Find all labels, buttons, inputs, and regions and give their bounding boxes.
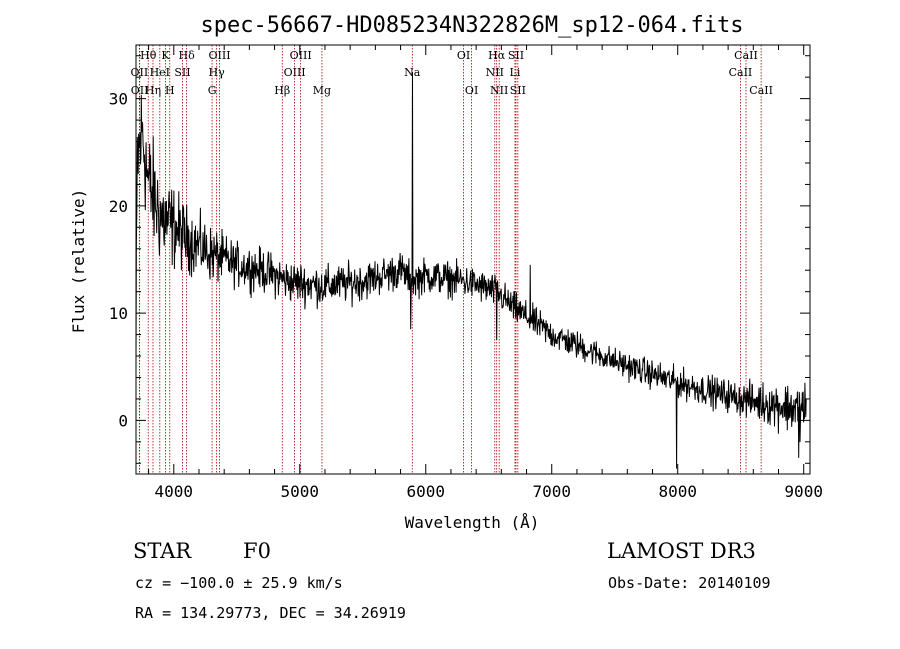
line-label: Hη: [145, 84, 161, 97]
line-label: OI: [465, 84, 478, 97]
x-tick-label: 7000: [532, 482, 571, 501]
y-axis-label: Flux (relative): [69, 189, 88, 334]
x-axis-label: Wavelength (Å): [405, 513, 540, 532]
object-class: STAR: [133, 539, 192, 563]
line-label: Li: [510, 66, 521, 79]
line-label: CaII: [749, 84, 773, 97]
line-label: Mg: [313, 84, 331, 97]
line-label: CaII: [729, 66, 753, 79]
line-label: SII: [510, 84, 526, 97]
x-tick-label: 4000: [155, 482, 194, 501]
line-label: OIII: [208, 49, 230, 62]
x-tick-label: 8000: [658, 482, 697, 501]
line-label: Hγ: [209, 66, 226, 79]
chart-title: spec-56667-HD085234N322826M_sp12-064.fit…: [200, 13, 743, 38]
y-tick-label: 10: [109, 304, 128, 323]
coordinates: RA = 134.29773, DEC = 34.26919: [135, 604, 406, 622]
y-axis: 0 10 20 30: [109, 55, 810, 464]
x-tick-label: 9000: [784, 482, 823, 501]
line-label: OIII: [290, 49, 312, 62]
line-label: SII: [174, 66, 190, 79]
line-label: SII: [508, 49, 524, 62]
line-label: K: [161, 49, 170, 62]
plot-frame: [135, 44, 811, 475]
x-axis: 4000 5000 6000 7000 8000 9000: [148, 45, 823, 501]
x-tick-label: 5000: [281, 482, 320, 501]
spectrum-line: [135, 71, 807, 469]
line-label: NII: [486, 66, 504, 79]
survey-name: LAMOST DR3: [607, 539, 756, 563]
redshift-velocity: cz = −100.0 ± 25.9 km/s: [135, 574, 343, 592]
line-label: OI: [457, 49, 470, 62]
line-label: OIII: [284, 66, 306, 79]
line-label: Hβ: [274, 84, 290, 97]
y-tick-label: 0: [118, 411, 128, 430]
line-label: G: [208, 84, 217, 97]
object-subclass: F0: [243, 539, 271, 563]
line-label: CaII: [734, 49, 758, 62]
line-label: Hθ: [140, 49, 157, 62]
y-tick-label: 20: [109, 197, 128, 216]
line-label: OII: [131, 66, 149, 79]
line-label: OII: [131, 84, 149, 97]
observation-date: Obs-Date: 20140109: [608, 574, 771, 592]
spectral-line-labels: OII OII Hθ Hη HeI K H SII Hδ G Hγ OIII Hβ OIII OIII Mg N…: [131, 49, 773, 97]
x-tick-label: 6000: [406, 482, 445, 501]
line-label: HeI: [150, 66, 170, 79]
y-tick-label: 30: [109, 90, 128, 109]
line-label: Hδ: [179, 49, 196, 62]
line-label: Hα: [488, 49, 506, 62]
line-label: NII: [490, 84, 508, 97]
line-label: H: [165, 84, 175, 97]
